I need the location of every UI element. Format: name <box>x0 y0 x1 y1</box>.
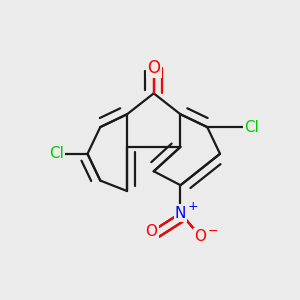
Text: N: N <box>175 206 186 220</box>
Text: −: − <box>208 225 218 238</box>
Text: Cl: Cl <box>244 120 259 135</box>
Text: O: O <box>194 229 206 244</box>
Text: O: O <box>146 224 158 239</box>
Text: O: O <box>147 59 160 77</box>
Text: Cl: Cl <box>49 146 64 161</box>
Text: +: + <box>188 200 199 213</box>
